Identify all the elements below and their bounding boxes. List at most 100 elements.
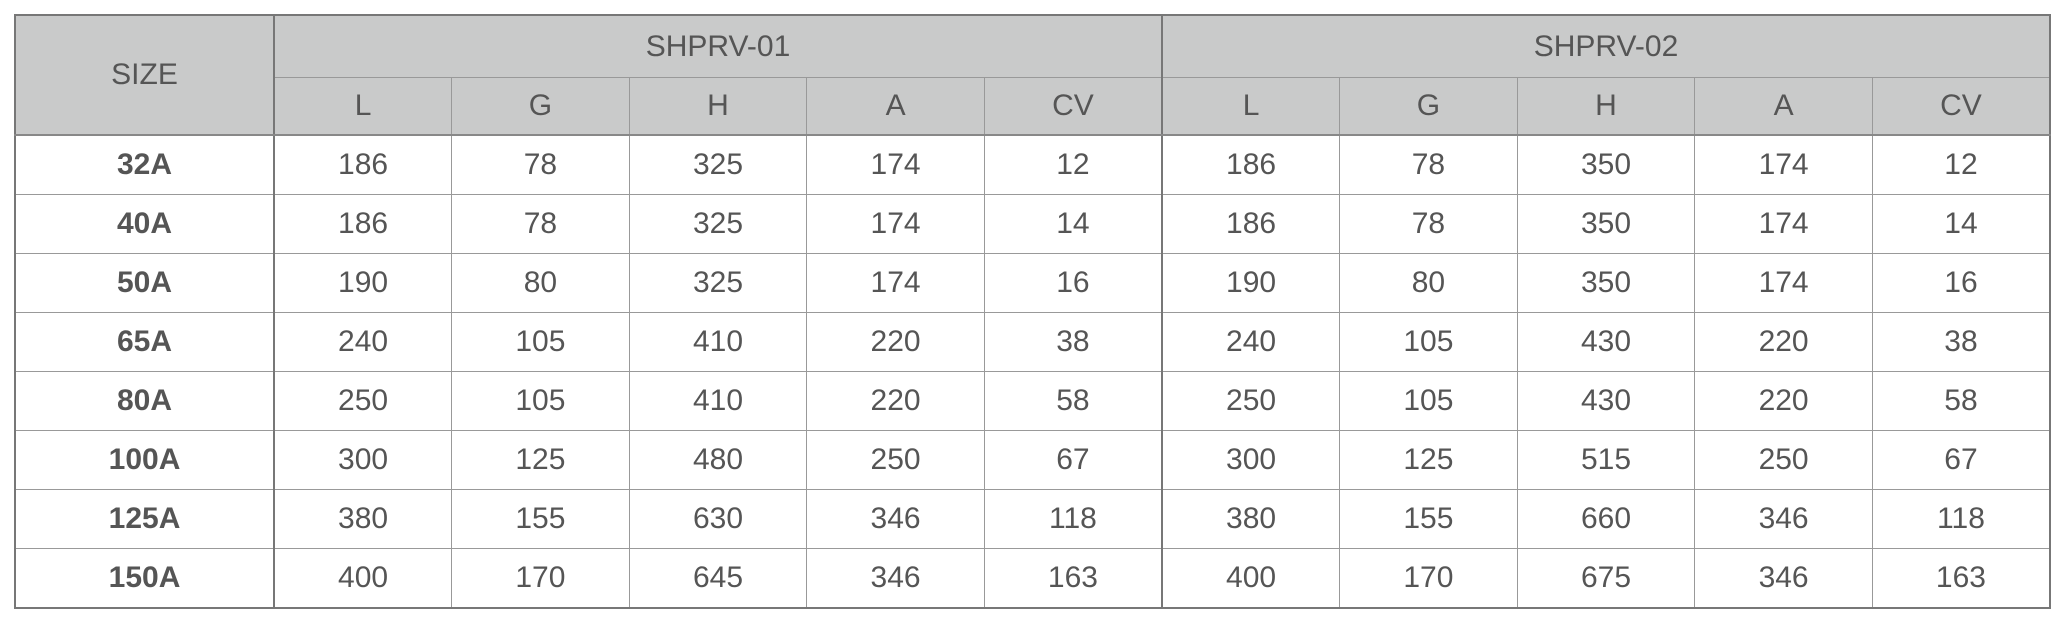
value-cell: 220	[806, 371, 985, 431]
value-cell: 346	[806, 548, 985, 609]
value-cell: 480	[628, 430, 808, 490]
value-cell: 346	[1694, 548, 1873, 609]
value-cell: 105	[451, 312, 630, 372]
value-cell: 350	[1516, 253, 1696, 313]
value-cell: 186	[273, 134, 453, 195]
column-header: A	[1694, 77, 1873, 136]
value-cell: 300	[1161, 430, 1341, 490]
value-cell: 78	[1339, 194, 1518, 254]
value-cell: 38	[1871, 312, 2051, 372]
value-cell: 400	[1161, 548, 1341, 609]
column-header: H	[1516, 77, 1696, 136]
value-cell: 630	[628, 489, 808, 549]
data-row: 80A 250 105 410 220 58 250 105 430 220 58	[14, 371, 2051, 431]
column-header: G	[451, 77, 630, 136]
column-header: A	[806, 77, 985, 136]
value-cell: 350	[1516, 194, 1696, 254]
value-cell: 186	[1161, 134, 1341, 195]
value-cell: 220	[1694, 312, 1873, 372]
value-cell: 430	[1516, 312, 1696, 372]
value-cell: 660	[1516, 489, 1696, 549]
value-cell: 325	[628, 253, 808, 313]
value-cell: 174	[806, 134, 985, 195]
value-cell: 163	[1871, 548, 2051, 609]
column-header: L	[1161, 77, 1341, 136]
value-cell: 220	[1694, 371, 1873, 431]
column-header: G	[1339, 77, 1518, 136]
value-cell: 78	[1339, 134, 1518, 195]
value-cell: 250	[1161, 371, 1341, 431]
value-cell: 410	[628, 371, 808, 431]
value-cell: 58	[983, 371, 1163, 431]
value-cell: 105	[1339, 312, 1518, 372]
value-cell: 240	[273, 312, 453, 372]
value-cell: 430	[1516, 371, 1696, 431]
value-cell: 118	[1871, 489, 2051, 549]
value-cell: 410	[628, 312, 808, 372]
value-cell: 16	[983, 253, 1163, 313]
value-cell: 190	[1161, 253, 1341, 313]
value-cell: 125	[1339, 430, 1518, 490]
size-cell: 65A	[14, 312, 275, 372]
size-cell: 125A	[14, 489, 275, 549]
value-cell: 174	[1694, 194, 1873, 254]
data-row: 150A 400 170 645 346 163 400 170 675 346 163	[14, 548, 2051, 609]
value-cell: 105	[1339, 371, 1518, 431]
corner-header: SIZE	[14, 14, 275, 136]
value-cell: 155	[1339, 489, 1518, 549]
value-cell: 346	[806, 489, 985, 549]
value-cell: 16	[1871, 253, 2051, 313]
data-row: 40A 186 78 325 174 14 186 78 350 174 14	[14, 194, 2051, 254]
value-cell: 78	[451, 134, 630, 195]
header-row: SIZE SHPRV-01 SHPRV-02	[14, 14, 2051, 136]
value-cell: 300	[273, 430, 453, 490]
size-cell: 32A	[14, 134, 275, 195]
value-cell: 240	[1161, 312, 1341, 372]
column-header: CV	[983, 77, 1163, 136]
value-cell: 155	[451, 489, 630, 549]
value-cell: 350	[1516, 134, 1696, 195]
value-cell: 78	[451, 194, 630, 254]
size-cell: 50A	[14, 253, 275, 313]
data-row: 32A 186 78 325 174 12 186 78 350 174 12	[14, 134, 2051, 195]
value-cell: 190	[273, 253, 453, 313]
value-cell: 250	[273, 371, 453, 431]
value-cell: 325	[628, 134, 808, 195]
value-cell: 38	[983, 312, 1163, 372]
value-cell: 675	[1516, 548, 1696, 609]
value-cell: 186	[1161, 194, 1341, 254]
data-row: 65A 240 105 410 220 38 240 105 430 220 38	[14, 312, 2051, 372]
value-cell: 515	[1516, 430, 1696, 490]
value-cell: 163	[983, 548, 1163, 609]
value-cell: 250	[806, 430, 985, 490]
value-cell: 12	[983, 134, 1163, 195]
value-cell: 125	[451, 430, 630, 490]
value-cell: 325	[628, 194, 808, 254]
value-cell: 58	[1871, 371, 2051, 431]
value-cell: 400	[273, 548, 453, 609]
value-cell: 174	[806, 253, 985, 313]
spec-table: SIZE SHPRV-01 SHPRV-02 L G H A CV L G H A CV 32A 186 7…	[14, 14, 2052, 609]
value-cell: 80	[451, 253, 630, 313]
size-cell: 80A	[14, 371, 275, 431]
group-header: SHPRV-02	[1161, 14, 2051, 78]
value-cell: 105	[451, 371, 630, 431]
value-cell: 174	[806, 194, 985, 254]
value-cell: 174	[1694, 253, 1873, 313]
size-cell: 150A	[14, 548, 275, 609]
data-row: 125A 380 155 630 346 118 380 155 660 346 118	[14, 489, 2051, 549]
group-header: SHPRV-01	[273, 14, 1163, 78]
subheader-row: L G H A CV L G H A CV	[15, 77, 2051, 136]
value-cell: 67	[983, 430, 1163, 490]
value-cell: 220	[806, 312, 985, 372]
size-cell: 40A	[14, 194, 275, 254]
value-cell: 346	[1694, 489, 1873, 549]
column-header: H	[628, 77, 808, 136]
value-cell: 14	[1871, 194, 2051, 254]
value-cell: 380	[1161, 489, 1341, 549]
size-cell: 100A	[14, 430, 275, 490]
value-cell: 170	[451, 548, 630, 609]
value-cell: 14	[983, 194, 1163, 254]
value-cell: 80	[1339, 253, 1518, 313]
